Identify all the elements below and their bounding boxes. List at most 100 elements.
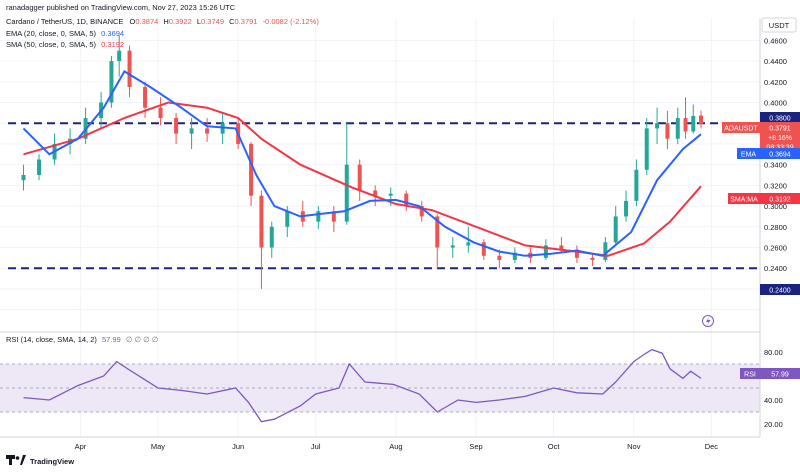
price-tick-label: 0.3200 — [764, 181, 787, 190]
ema-legend[interactable]: EMA (20, close, 0, SMA, 5) 0.3694 — [6, 29, 124, 38]
level-low-badge: 0.2400 — [760, 284, 800, 295]
price-tick-label: 0.4600 — [764, 36, 787, 45]
candle-body — [683, 118, 688, 132]
time-axis-ticks: Apr May Jun Jul Aug Sep Oct Nov Dec — [75, 442, 719, 451]
candle-body — [655, 123, 660, 129]
tradingview-logo[interactable]: TradingView — [6, 455, 74, 466]
ohlc-h: 0.3922 — [169, 17, 192, 26]
price-tick-label: 0.4400 — [764, 57, 787, 66]
candle-body — [158, 107, 163, 119]
tradingview-logo-mark — [6, 455, 15, 459]
ohlc-c-label: C — [229, 17, 235, 26]
candle-body — [644, 128, 649, 170]
ohlc-c: 0.3791 — [235, 17, 258, 26]
candle-body — [512, 252, 517, 260]
sma-legend-value: 0.3192 — [101, 40, 124, 49]
ema20-line — [22, 70, 702, 257]
rsi-legend-value: 57.99 — [102, 335, 121, 344]
level-high-badge: 0.3800 — [760, 112, 800, 123]
candle-body — [373, 190, 378, 196]
time-tick-label: Oct — [548, 442, 561, 451]
candle-body — [117, 50, 122, 62]
time-tick-label: May — [151, 442, 165, 451]
support-resistance-lines — [8, 122, 760, 270]
ema-badge: EMA 0.3694 — [737, 148, 800, 159]
candle-body — [419, 206, 424, 217]
current-price-change: +8.16% — [768, 135, 792, 142]
sma-legend[interactable]: SMA (50, close, 0, SMA, 5) 0.3192 — [6, 40, 124, 49]
rsi-tick-label: 80.00 — [764, 348, 783, 357]
candle-body — [143, 86, 148, 108]
time-tick-label: Aug — [389, 442, 402, 451]
symbol-line: Cardano / TetherUS, 1D, BINANCE O0.3874 … — [6, 17, 319, 26]
sma-badge: SMA:MA 0.3192 — [728, 193, 800, 204]
candle-body — [466, 242, 471, 246]
ema-legend-value: 0.3694 — [101, 29, 124, 38]
rsi-line-layer — [23, 348, 702, 423]
time-tick-label: Apr — [75, 442, 87, 451]
ohlc-l-label: L — [197, 17, 201, 26]
time-tick-label: Nov — [627, 442, 641, 451]
candle-body — [388, 193, 393, 196]
rsi-badge-label: RSI — [744, 372, 756, 379]
candle-body — [603, 242, 608, 260]
symbol-name: Cardano / TetherUS, 1D, BINANCE — [6, 17, 123, 26]
candle-body — [205, 128, 210, 134]
price-tick-label: 0.3000 — [764, 202, 787, 211]
level-high-value: 0.3800 — [769, 116, 791, 123]
ohlc-l: 0.3749 — [201, 17, 224, 26]
sma-badge-value: 0.3192 — [769, 197, 791, 204]
candle-body — [174, 118, 179, 134]
rsi-axis-ticks: 20.00 40.00 80.00 — [764, 348, 783, 429]
time-tick-label: Jul — [311, 442, 321, 451]
candle-body — [344, 164, 349, 222]
candle-body — [481, 242, 486, 256]
rsi-line — [23, 348, 702, 423]
candle-body — [590, 257, 595, 260]
candle-body — [450, 245, 455, 248]
rsi-tick-label: 20.00 — [764, 420, 783, 429]
time-tick-label: Sep — [469, 442, 482, 451]
ema-badge-value: 0.3694 — [769, 152, 791, 159]
candle-body — [699, 115, 704, 125]
candle-body — [331, 211, 336, 222]
candle-body — [109, 61, 114, 103]
lightning-icon[interactable] — [702, 315, 714, 327]
sma-legend-label: SMA (50, close, 0, SMA, 5) — [6, 40, 97, 49]
ohlc-h-label: H — [163, 17, 168, 26]
ema-legend-label: EMA (20, close, 0, SMA, 5) — [6, 29, 97, 38]
ohlc-o-label: O — [130, 17, 136, 26]
price-tick-label: 0.4200 — [764, 78, 787, 87]
rsi-band — [0, 363, 760, 413]
level-low-value: 0.2400 — [769, 288, 791, 295]
candle-body — [249, 143, 254, 196]
rsi-badge-value: 57.99 — [771, 372, 789, 379]
candle-body — [435, 216, 440, 248]
candle-body — [316, 211, 321, 222]
sma50-line — [23, 101, 702, 257]
candle-body — [404, 193, 409, 207]
candle-body — [543, 245, 548, 258]
rsi-tick-label: 40.00 — [764, 396, 783, 405]
price-tick-label: 0.3400 — [764, 161, 787, 170]
currency-button[interactable] — [761, 17, 797, 33]
time-tick-label: Jun — [232, 442, 244, 451]
currency-label: USDT — [769, 21, 790, 30]
price-tick-label: 0.2400 — [764, 264, 787, 273]
current-price-value: 0.3791 — [769, 126, 791, 133]
ohlc-change: -0.0082 (-2.12%) — [263, 17, 320, 26]
candle-body — [574, 249, 579, 258]
rsi-legend[interactable]: RSI (14, close, SMA, 14, 2) 57.99 ∅ ∅ ∅ … — [6, 335, 159, 344]
candle-body — [21, 175, 26, 181]
tradingview-logo-text: TradingView — [30, 457, 74, 466]
candle-body — [259, 195, 264, 248]
candle-body — [691, 115, 696, 132]
sma-badge-label: SMA:MA — [730, 197, 758, 204]
candle-body — [497, 255, 502, 260]
published-by: ranadagger published on TradingView.com,… — [6, 3, 236, 12]
ohlc-o: 0.3874 — [135, 17, 158, 26]
ema-badge-label: EMA — [741, 152, 757, 159]
candle-body — [269, 226, 274, 248]
